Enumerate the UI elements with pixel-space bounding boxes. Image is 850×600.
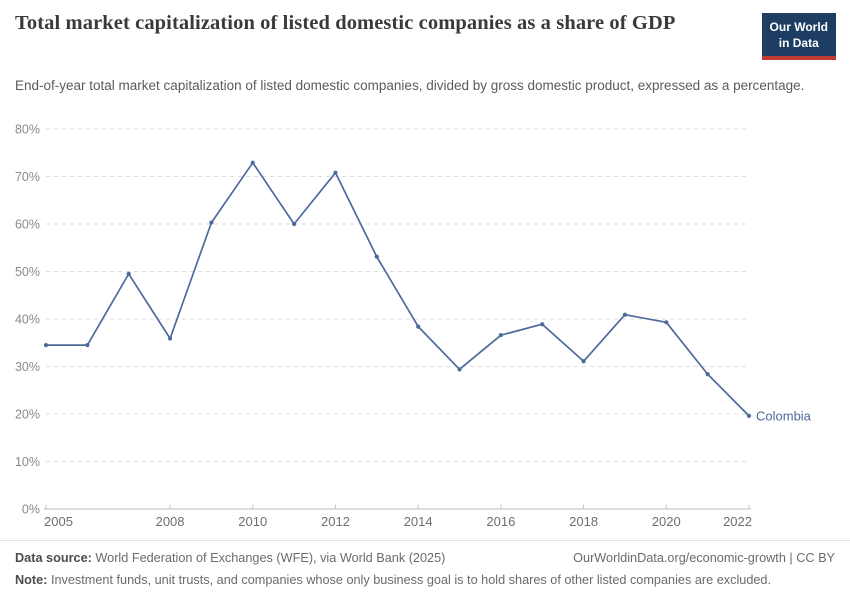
y-tick-label-50: 50% [15, 265, 40, 279]
chart-footer: Data source: World Federation of Exchang… [0, 540, 850, 590]
chart-note: Note: Investment funds, unit trusts, and… [15, 571, 835, 589]
data-point-2018 [581, 359, 586, 364]
owid-url-link[interactable]: OurWorldinData.org/economic-growth | CC … [573, 551, 835, 565]
y-tick-label-70: 70% [15, 170, 40, 184]
data-source-text: World Federation of Exchanges (WFE), via… [95, 551, 446, 565]
y-tick-label-10: 10% [15, 455, 40, 469]
y-tick-label-80: 80% [15, 123, 40, 137]
y-tick-label-30: 30% [15, 360, 40, 374]
colombia-line [45, 161, 750, 417]
data-point-2019 [622, 312, 628, 317]
data-point-2014 [416, 324, 421, 329]
data-point-2010 [250, 160, 255, 165]
data-point-2012 [333, 170, 338, 175]
data-source-label: Data source: [15, 551, 92, 565]
data-point-2007 [126, 271, 131, 276]
data-source: Data source: World Federation of Exchang… [15, 549, 445, 567]
x-tick-label-2020: 2020 [652, 514, 681, 529]
data-point-2015 [457, 367, 462, 372]
data-point-2022 [746, 413, 752, 418]
y-tick-label-0: 0% [22, 503, 40, 517]
data-point-2021 [705, 372, 710, 377]
x-tick-label-2016: 2016 [486, 514, 515, 529]
y-tick-label-20: 20% [15, 408, 40, 422]
data-point-2006 [85, 343, 90, 348]
note-text: Investment funds, unit trusts, and compa… [50, 573, 772, 588]
data-point-2005 [43, 343, 49, 348]
data-point-2013 [374, 254, 379, 259]
x-tick-label-2022: 2022 [723, 514, 752, 529]
data-point-2009 [209, 220, 214, 225]
note-label: Note: [15, 573, 48, 588]
series-end-label[interactable]: Colombia [756, 408, 812, 423]
line-chart: 0% 10% 20% 30% 40% 50% 60% 70% 80% 2005 2008 2010 20… [15, 123, 812, 530]
chart-title: Total market capitalization of listed do… [15, 12, 676, 34]
data-point-2008 [167, 336, 173, 341]
x-tick-label-2010: 2010 [238, 514, 267, 529]
owid-logo: Our World in Data [761, 13, 836, 61]
y-tick-label-60: 60% [15, 218, 40, 232]
y-tick-label-40: 40% [15, 313, 40, 327]
owid-logo-line1: Our World [769, 20, 828, 34]
data-point-2016 [498, 333, 503, 338]
data-point-2017 [540, 322, 545, 327]
x-tick-label-2008: 2008 [156, 514, 185, 529]
x-tick-label-2018: 2018 [569, 514, 598, 529]
chart-subtitle: End-of-year total market capitalization … [15, 78, 805, 93]
owid-logo-line2: in Data [778, 35, 819, 50]
x-tick-label-2014: 2014 [404, 514, 433, 529]
data-point-2020 [664, 320, 669, 325]
data-point-2011 [292, 221, 297, 227]
x-tick-label-2005: 2005 [44, 514, 73, 529]
x-tick-label-2012: 2012 [321, 514, 350, 529]
